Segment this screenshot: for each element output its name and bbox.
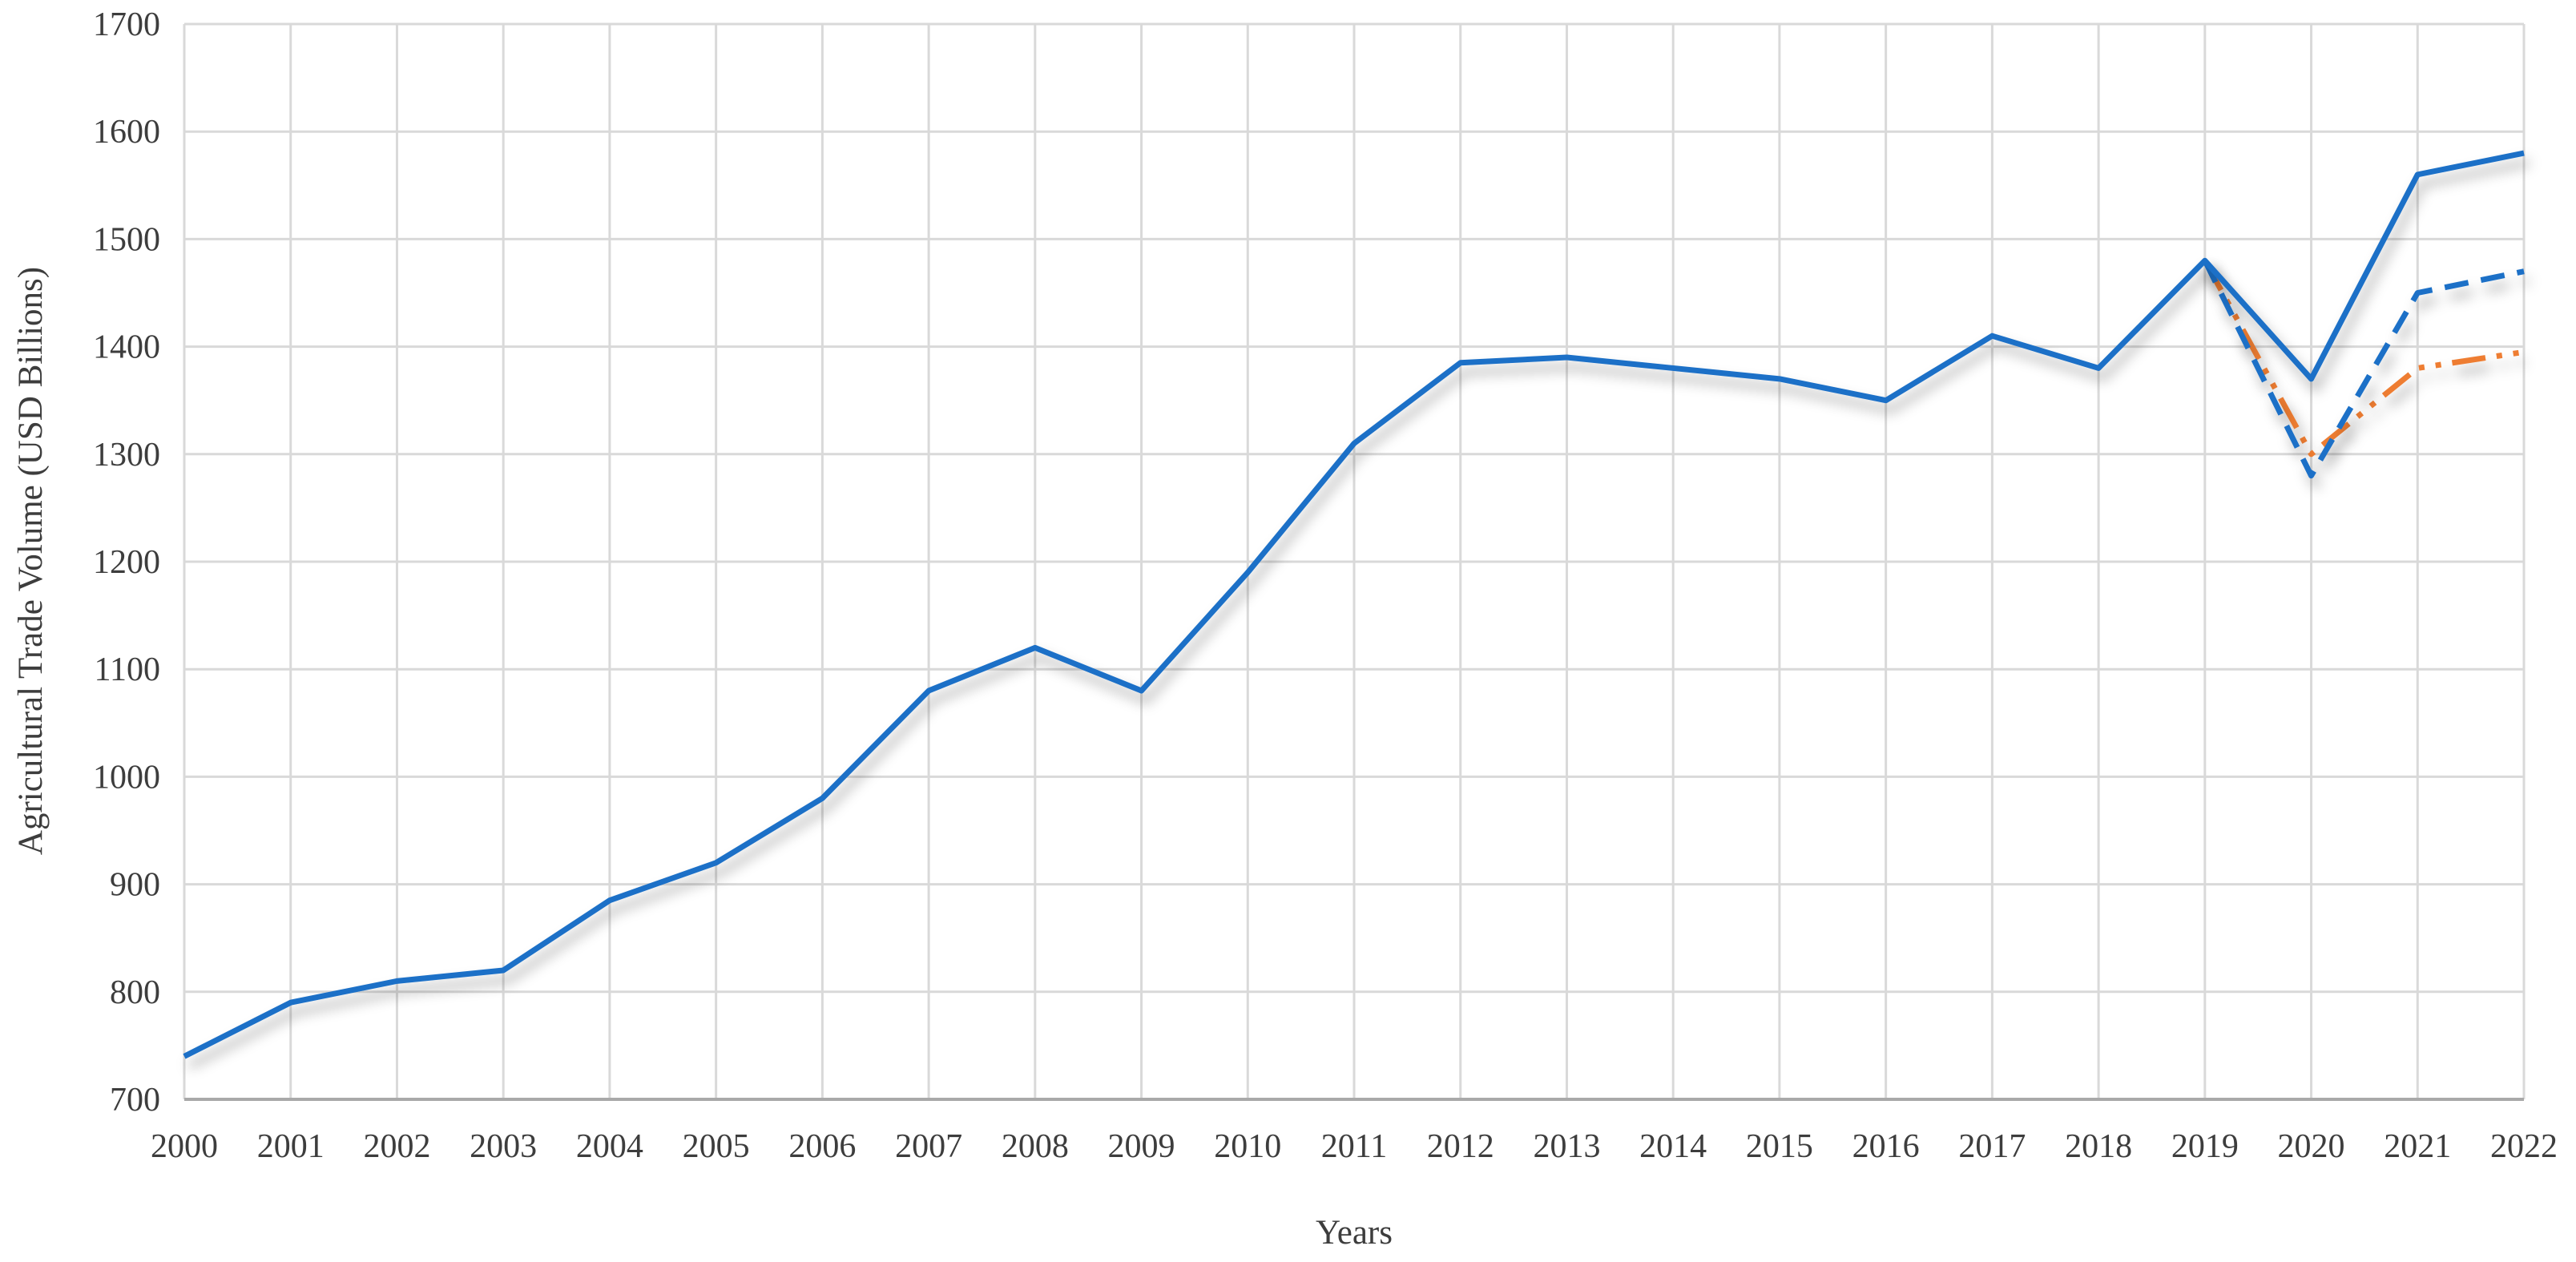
- x-tick-label-2012: 2012: [1427, 1128, 1494, 1165]
- y-tick-label-1200: 1200: [93, 544, 160, 581]
- x-tick-label-2010: 2010: [1214, 1128, 1281, 1165]
- x-tick-label-2020: 2020: [2278, 1128, 2345, 1165]
- y-tick-label-700: 700: [110, 1082, 160, 1119]
- x-tick-label-2000: 2000: [151, 1128, 218, 1165]
- y-tick-label-900: 900: [110, 867, 160, 904]
- x-tick-label-2018: 2018: [2065, 1128, 2132, 1165]
- y-tick-label-800: 800: [110, 974, 160, 1011]
- y-tick-label-1300: 1300: [93, 437, 160, 474]
- x-tick-label-2019: 2019: [2171, 1128, 2239, 1165]
- x-tick-label-2011: 2011: [1321, 1128, 1387, 1165]
- series-dashed-blue-projection: [2202, 259, 2525, 479]
- y-tick-label-1700: 1700: [93, 6, 160, 43]
- x-tick-label-2005: 2005: [683, 1128, 750, 1165]
- x-tick-label-2016: 2016: [1852, 1128, 1920, 1165]
- x-tick-label-2007: 2007: [895, 1128, 962, 1165]
- x-tick-label-2021: 2021: [2384, 1128, 2451, 1165]
- x-tick-label-2017: 2017: [1958, 1128, 2026, 1165]
- series-solid-blue-trade-volume: [183, 150, 2525, 1059]
- y-tick-label-1600: 1600: [93, 114, 160, 151]
- gridline-layer: [183, 22, 2526, 1101]
- y-tick-label-1500: 1500: [93, 221, 160, 258]
- y-tick-label-1000: 1000: [93, 759, 160, 796]
- x-tick-label-2015: 2015: [1746, 1128, 1813, 1165]
- data-series-layer: [183, 150, 2525, 1059]
- tick-label-layer: 700 800 900 1000 1100 1200 1300 1400 1500 1600 170…: [93, 6, 2558, 1165]
- y-axis-title: Agricultural Trade Volume (USD Billions): [12, 267, 50, 855]
- x-tick-label-2002: 2002: [363, 1128, 430, 1165]
- x-tick-label-2006: 2006: [788, 1128, 856, 1165]
- x-tick-label-2001: 2001: [257, 1128, 325, 1165]
- x-tick-label-2009: 2009: [1108, 1128, 1175, 1165]
- x-tick-label-2014: 2014: [1639, 1128, 1707, 1165]
- x-axis-title: Years: [1316, 1214, 1393, 1252]
- x-tick-label-2008: 2008: [1002, 1128, 1069, 1165]
- x-tick-label-2004: 2004: [576, 1128, 643, 1165]
- y-tick-label-1100: 1100: [95, 651, 160, 688]
- x-tick-label-2013: 2013: [1533, 1128, 1600, 1165]
- x-tick-label-2003: 2003: [470, 1128, 537, 1165]
- series-dash-dot-orange-projection: [2202, 259, 2525, 458]
- y-tick-label-1400: 1400: [93, 329, 160, 366]
- x-tick-label-2022: 2022: [2490, 1128, 2558, 1165]
